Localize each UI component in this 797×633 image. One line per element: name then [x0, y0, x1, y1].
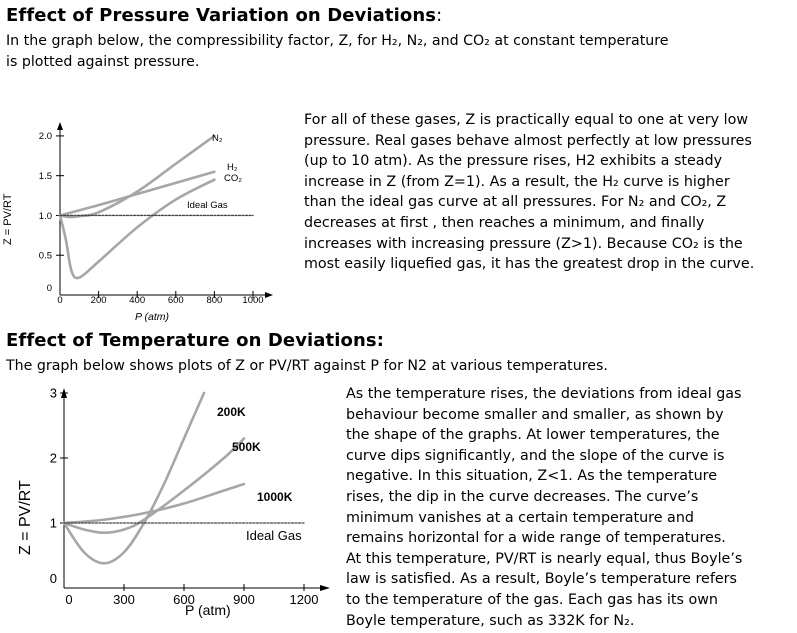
series-label: 1000K	[257, 490, 293, 504]
x-tick-label: 800	[206, 295, 222, 306]
series-label: H₂	[227, 162, 238, 173]
series-label: N₂	[212, 133, 223, 144]
x-tick-label: 1000	[242, 295, 263, 306]
series-500k	[62, 437, 246, 535]
section2-heading: Effect of Temperature on Deviations:	[6, 330, 385, 351]
x-tick-label: 0	[65, 592, 72, 607]
series-label: Ideal Gas	[246, 528, 302, 543]
series-label: Ideal Gas	[187, 200, 228, 211]
series-label: CO₂	[224, 173, 242, 184]
series-200k	[62, 391, 206, 565]
y-axis-arrow	[57, 122, 63, 130]
section2-paragraph: As the temperature rises, the deviations…	[346, 386, 743, 629]
series-co-	[58, 178, 216, 280]
x-tick-label: 300	[113, 592, 135, 607]
y-tick-label: 1.0	[39, 211, 52, 222]
x-tick-label: 0	[57, 295, 62, 306]
x-axis-arrow	[320, 585, 330, 591]
series-1000k	[62, 482, 246, 525]
series-label: 200K	[217, 405, 246, 419]
section1-intro: In the graph below, the compressibility …	[6, 33, 669, 70]
x-tick-label: 1200	[290, 592, 319, 607]
series-h-	[58, 170, 216, 217]
section1-paragraph: For all of these gases, Z is practically…	[304, 112, 755, 273]
section2-intro: The graph below shows plots of Z or PV/R…	[6, 358, 608, 374]
section1-heading: Effect of Pressure Variation on Deviatio…	[6, 5, 443, 26]
chart2-xlabel: P (atm)	[185, 602, 231, 618]
x-tick-label: 600	[168, 295, 184, 306]
y-tick-label: 0	[47, 283, 52, 294]
y-tick-label: 0	[50, 571, 57, 586]
x-tick-label: 600	[173, 592, 195, 607]
chart1-ylabel: Z = PV/RT	[2, 193, 14, 245]
y-tick-label: 0.5	[39, 251, 52, 262]
y-tick-label: 3	[50, 386, 57, 401]
chart1-xlabel: P (atm)	[135, 311, 169, 323]
series-label: 500K	[232, 440, 261, 454]
y-tick-label: 2.0	[39, 131, 52, 142]
chart2-ylabel: Z = PV/RT	[17, 480, 34, 555]
x-tick-label: 200	[91, 295, 107, 306]
y-tick-label: 1	[50, 516, 57, 531]
y-tick-label: 1.5	[39, 171, 52, 182]
y-tick-label: 2	[50, 451, 57, 466]
x-tick-label: 400	[129, 295, 145, 306]
series-n-	[58, 134, 216, 219]
x-tick-label: 900	[233, 592, 255, 607]
x-axis-arrow	[265, 292, 273, 298]
temperature-chart: 3 2 1 0 0 300 600 900 1200 200K 500K 1000K Ideal G…	[17, 386, 330, 618]
